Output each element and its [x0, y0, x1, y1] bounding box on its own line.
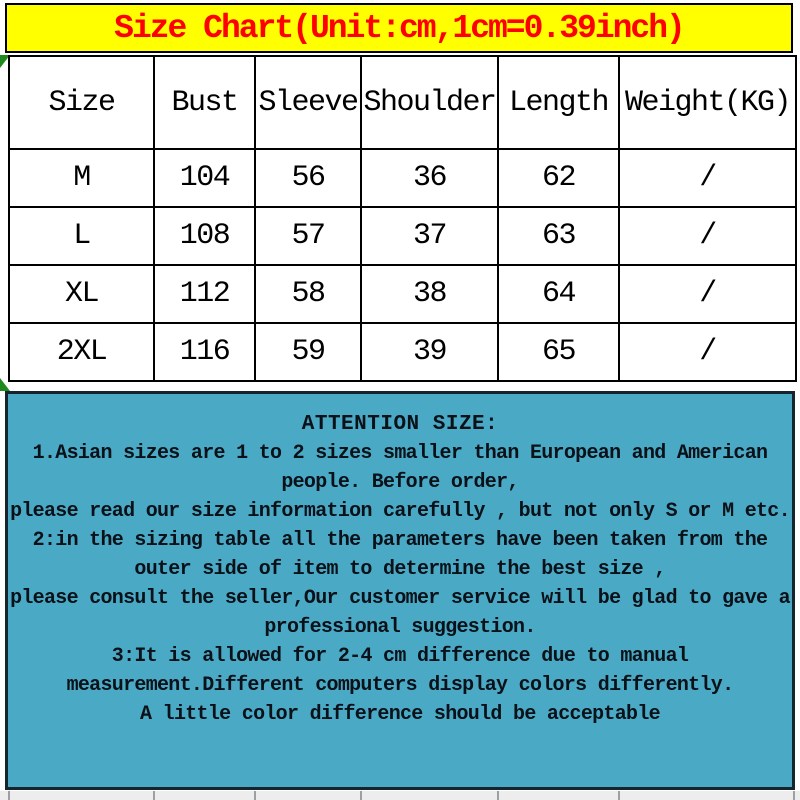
- cell-shoulder: 39: [360, 322, 499, 382]
- attention-line: 1.Asian sizes are 1 to 2 sizes smaller t…: [32, 442, 768, 465]
- attention-heading: ATTENTION SIZE:: [301, 413, 499, 436]
- cell-shoulder: 37: [360, 206, 499, 266]
- col-header-bust: Bust: [153, 55, 256, 150]
- cell-sleeve: 58: [254, 264, 362, 324]
- cell-size: M: [8, 148, 155, 208]
- col-header-length: Length: [497, 55, 620, 150]
- cell-weight: /: [618, 206, 797, 266]
- attention-line: measurement.Different computers display …: [66, 674, 735, 697]
- cell-shoulder: 36: [360, 148, 499, 208]
- size-table: Size Bust Sleeve Shoulder Length Weight(…: [8, 55, 797, 382]
- cell-length: 62: [497, 148, 620, 208]
- column-line-stub: [153, 791, 155, 800]
- cell-bust: 112: [153, 264, 256, 324]
- cell-sleeve: 56: [254, 148, 362, 208]
- attention-line: 2:in the sizing table all the parameters…: [32, 529, 768, 552]
- column-line-stub: [254, 791, 256, 800]
- table-header-row: Size Bust Sleeve Shoulder Length Weight(…: [8, 55, 797, 150]
- col-header-sleeve: Sleeve: [254, 55, 362, 150]
- table-row: 2XL 116 59 39 65 /: [8, 322, 797, 382]
- attention-line: please consult the seller,Our customer s…: [10, 587, 791, 610]
- attention-line: please read our size information careful…: [10, 500, 791, 523]
- cell-size: XL: [8, 264, 155, 324]
- cell-length: 63: [497, 206, 620, 266]
- column-line-stub: [618, 791, 620, 800]
- column-line-stub: [497, 791, 499, 800]
- table-row: XL 112 58 38 64 /: [8, 264, 797, 324]
- cell-weight: /: [618, 148, 797, 208]
- cell-sleeve: 57: [254, 206, 362, 266]
- table-row: M 104 56 36 62 /: [8, 148, 797, 208]
- col-header-shoulder: Shoulder: [360, 55, 499, 150]
- cell-length: 65: [497, 322, 620, 382]
- attention-line: 3:It is allowed for 2-4 cm difference du…: [111, 645, 689, 668]
- cell-size: L: [8, 206, 155, 266]
- cell-size: 2XL: [8, 322, 155, 382]
- page-title: Size Chart(Unit:cm,1cm=0.39inch): [114, 9, 686, 47]
- cell-weight: /: [618, 264, 797, 324]
- cell-bust: 108: [153, 206, 256, 266]
- cell-length: 64: [497, 264, 620, 324]
- title-banner: Size Chart(Unit:cm,1cm=0.39inch): [5, 3, 793, 53]
- cell-bust: 104: [153, 148, 256, 208]
- attention-line: people. Before order,: [281, 471, 519, 494]
- attention-line: professional suggestion.: [264, 616, 536, 639]
- col-header-weight: Weight(KG): [618, 55, 797, 150]
- cell-weight: /: [618, 322, 797, 382]
- attention-line: A little color difference should be acce…: [140, 703, 661, 726]
- column-line-stub: [360, 791, 362, 800]
- table-row: L 108 57 37 63 /: [8, 206, 797, 266]
- cell-sleeve: 59: [254, 322, 362, 382]
- column-line-stub: [8, 791, 10, 800]
- excel-corner-marker-bottom-icon: [0, 378, 10, 391]
- column-line-stub: [793, 791, 795, 800]
- attention-line: outer side of item to determine the best…: [134, 558, 666, 581]
- attention-panel: ATTENTION SIZE: 1.Asian sizes are 1 to 2…: [5, 391, 795, 790]
- col-header-size: Size: [8, 55, 155, 150]
- excel-corner-marker-top-icon: [0, 55, 10, 68]
- cell-shoulder: 38: [360, 264, 499, 324]
- bottom-strip: [0, 791, 800, 800]
- cell-bust: 116: [153, 322, 256, 382]
